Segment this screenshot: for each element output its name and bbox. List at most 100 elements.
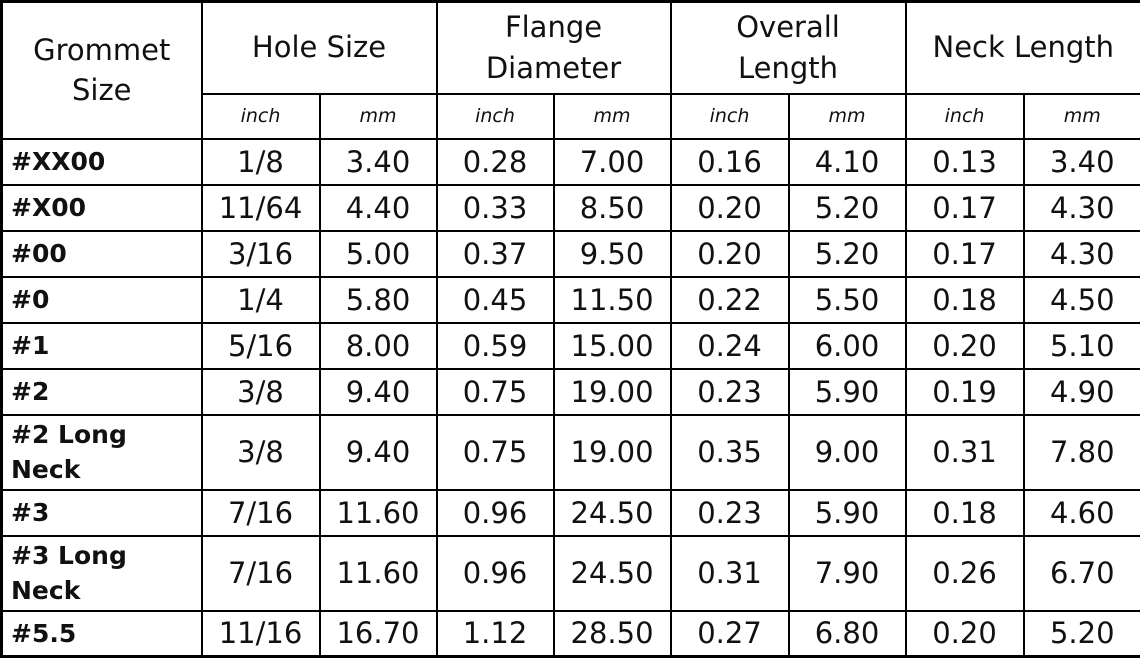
cell: 4.10: [789, 139, 906, 185]
cell: 28.50: [554, 611, 671, 657]
cell: 3.40: [1024, 139, 1140, 185]
cell: 0.23: [671, 369, 789, 415]
cell: 0.31: [671, 536, 789, 611]
cell: 1/4: [202, 277, 320, 323]
cell: 5.00: [320, 231, 437, 277]
cell: 11.50: [554, 277, 671, 323]
column-header: Overall Length: [671, 2, 906, 94]
cell: 9.50: [554, 231, 671, 277]
column-header: Neck Length: [906, 2, 1140, 94]
cell: 8.50: [554, 185, 671, 231]
cell: 7.90: [789, 536, 906, 611]
cell: 0.20: [671, 185, 789, 231]
cell: 0.28: [437, 139, 554, 185]
cell: 19.00: [554, 369, 671, 415]
grommet-size: #00: [2, 231, 202, 277]
unit-header: inch: [202, 94, 320, 139]
cell: 0.20: [906, 323, 1024, 369]
cell: 3/8: [202, 369, 320, 415]
cell: 5.90: [789, 369, 906, 415]
cell: 7.80: [1024, 415, 1140, 490]
unit-header: inch: [437, 94, 554, 139]
unit-header: inch: [906, 94, 1024, 139]
grommet-size: #X00: [2, 185, 202, 231]
unit-header: mm: [1024, 94, 1140, 139]
cell: 0.13: [906, 139, 1024, 185]
cell: 0.17: [906, 231, 1024, 277]
cell: 0.20: [671, 231, 789, 277]
cell: 24.50: [554, 536, 671, 611]
cell: 0.18: [906, 277, 1024, 323]
cell: 5.20: [789, 185, 906, 231]
cell: 7/16: [202, 490, 320, 536]
cell: 4.30: [1024, 185, 1140, 231]
grommet-size: #0: [2, 277, 202, 323]
cell: 0.24: [671, 323, 789, 369]
grommet-size: #XX00: [2, 139, 202, 185]
cell: 0.22: [671, 277, 789, 323]
grommet-size: #2 Long Neck: [2, 415, 202, 490]
cell: 8.00: [320, 323, 437, 369]
cell: 15.00: [554, 323, 671, 369]
cell: 0.27: [671, 611, 789, 657]
cell: 5.10: [1024, 323, 1140, 369]
cell: 1/8: [202, 139, 320, 185]
cell: 7.00: [554, 139, 671, 185]
cell: 4.60: [1024, 490, 1140, 536]
cell: 0.17: [906, 185, 1024, 231]
cell: 0.33: [437, 185, 554, 231]
cell: 4.40: [320, 185, 437, 231]
cell: 3.40: [320, 139, 437, 185]
cell: 0.31: [906, 415, 1024, 490]
cell: 9.00: [789, 415, 906, 490]
cell: 0.37: [437, 231, 554, 277]
cell: 0.16: [671, 139, 789, 185]
cell: 0.96: [437, 536, 554, 611]
column-header: Hole Size: [202, 2, 437, 94]
cell: 6.80: [789, 611, 906, 657]
cell: 5.20: [789, 231, 906, 277]
cell: 0.59: [437, 323, 554, 369]
cell: 4.90: [1024, 369, 1140, 415]
cell: 0.75: [437, 369, 554, 415]
unit-header: mm: [554, 94, 671, 139]
cell: 0.75: [437, 415, 554, 490]
cell: 6.70: [1024, 536, 1140, 611]
unit-header: inch: [671, 94, 789, 139]
cell: 3/8: [202, 415, 320, 490]
column-header: Grommet Size: [2, 2, 202, 139]
unit-header: mm: [789, 94, 906, 139]
grommet-size: #1: [2, 323, 202, 369]
cell: 3/16: [202, 231, 320, 277]
cell: 1.12: [437, 611, 554, 657]
cell: 0.20: [906, 611, 1024, 657]
cell: 0.19: [906, 369, 1024, 415]
cell: 0.96: [437, 490, 554, 536]
cell: 5.80: [320, 277, 437, 323]
cell: 4.50: [1024, 277, 1140, 323]
column-header: Flange Diameter: [437, 2, 671, 94]
cell: 9.40: [320, 369, 437, 415]
cell: 9.40: [320, 415, 437, 490]
cell: 5.20: [1024, 611, 1140, 657]
cell: 0.18: [906, 490, 1024, 536]
cell: 5.50: [789, 277, 906, 323]
cell: 11/16: [202, 611, 320, 657]
grommet-size: #3 Long Neck: [2, 536, 202, 611]
cell: 11.60: [320, 536, 437, 611]
cell: 16.70: [320, 611, 437, 657]
